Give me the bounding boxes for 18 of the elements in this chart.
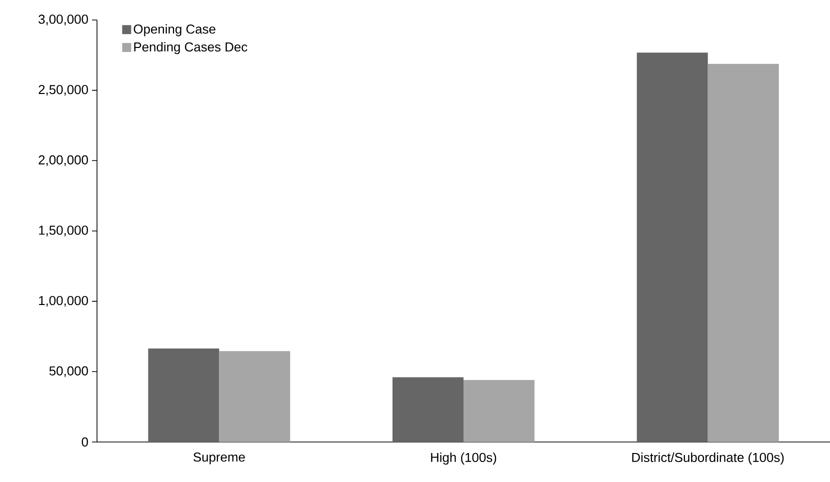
bar (636, 52, 708, 442)
y-tick-label: 1,50,000 (39, 226, 88, 236)
y-tick-label: 50,000 (49, 366, 88, 377)
x-tick-label: High (100s) (431, 452, 496, 465)
x-tick-label: District/Subordinate (100s) (632, 452, 784, 465)
bar (148, 348, 220, 442)
y-tick-label: 2,50,000 (38, 84, 88, 96)
bar (708, 64, 779, 442)
y-tick-label: 3,00,000 (38, 14, 88, 26)
legend-label: Pending Cases Dec (134, 42, 248, 54)
x-tick-label: Supreme (193, 452, 245, 464)
y-tick-label: 2,00,000 (38, 155, 88, 166)
bar (219, 351, 290, 442)
y-tick-label: 1,00,000 (39, 296, 88, 307)
y-tick-label: 0 (82, 437, 88, 447)
bar (464, 380, 535, 442)
legend-label: Opening Case (134, 24, 216, 36)
bar (392, 377, 464, 442)
